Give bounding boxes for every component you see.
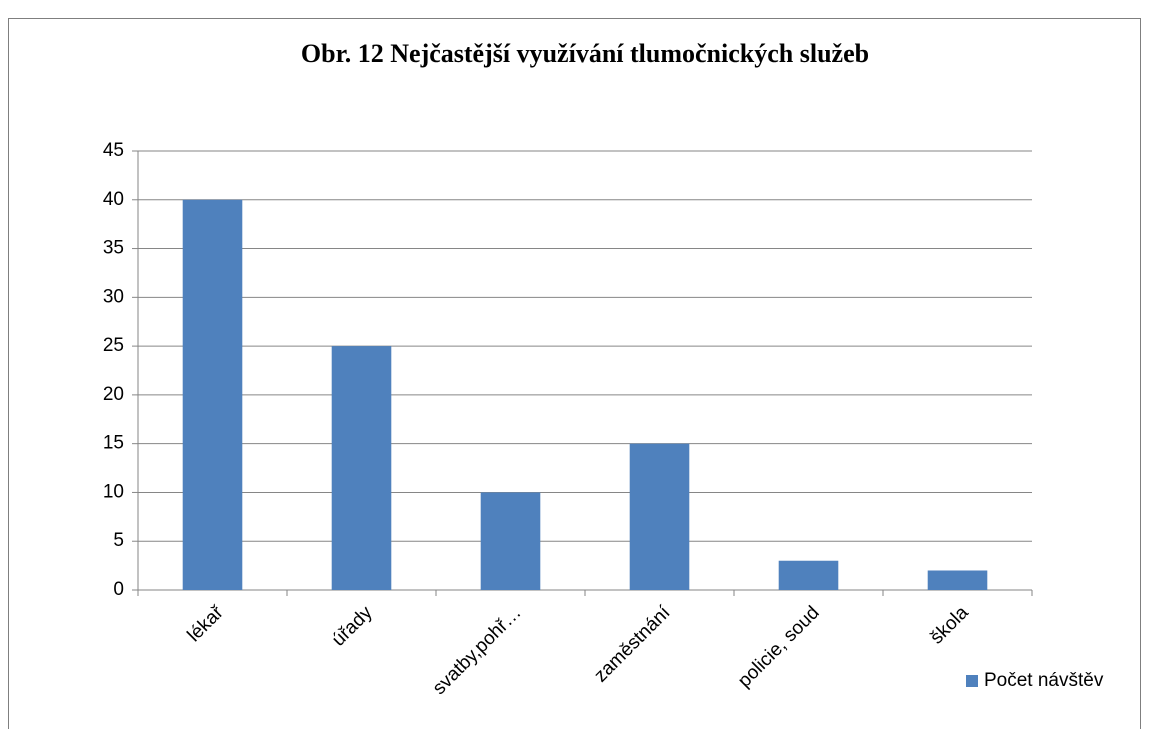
bar xyxy=(629,443,690,590)
y-tick-label: 30 xyxy=(103,286,124,307)
y-tick-label: 0 xyxy=(113,579,124,600)
y-tick-label: 5 xyxy=(113,530,124,551)
chart-title: Obr. 12 Nejčastější využívání tlumočnick… xyxy=(301,39,869,68)
x-tick-label: úřady xyxy=(328,602,377,651)
bar xyxy=(778,560,839,590)
chart-frame xyxy=(8,18,1141,729)
legend-label: Počet návštěv xyxy=(984,670,1104,691)
legend-swatch xyxy=(966,675,978,687)
bar xyxy=(927,570,988,590)
y-tick-label: 45 xyxy=(103,140,124,161)
x-tick-label: lékař xyxy=(184,602,228,646)
x-tick-label: škola xyxy=(926,602,973,649)
bar xyxy=(480,492,541,590)
bar xyxy=(182,199,243,590)
y-tick-label: 10 xyxy=(103,481,124,502)
y-tick-label: 35 xyxy=(103,238,124,259)
y-tick-label: 40 xyxy=(103,189,124,210)
y-tick-label: 15 xyxy=(103,433,124,454)
y-tick-label: 25 xyxy=(103,335,124,356)
x-tick-label: policie, soud xyxy=(734,602,824,692)
y-tick-label: 20 xyxy=(103,384,124,405)
bar xyxy=(331,346,392,590)
x-tick-label: svatby,pohř… xyxy=(429,602,526,699)
x-tick-label: zaměstnání xyxy=(590,602,675,687)
